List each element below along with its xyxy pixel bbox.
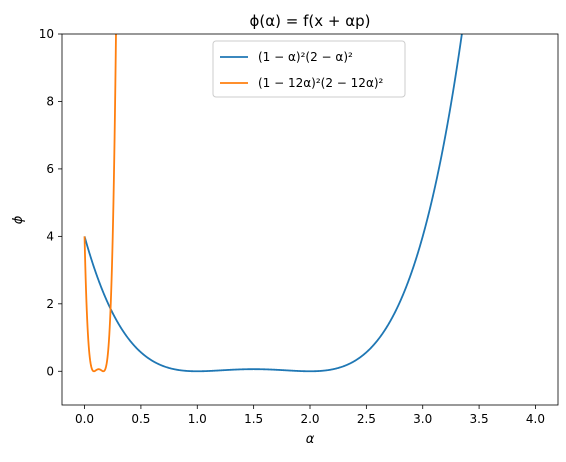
y-tick-label: 6 [46,162,54,176]
x-axis-label: α [306,432,315,447]
y-tick-label: 8 [46,94,54,108]
x-tick-label: 0.0 [75,412,94,426]
x-axis-ticks: 0.0 0.5 1.0 1.5 2.0 2.5 3.0 3.5 4.0 [75,405,545,426]
x-tick-label: 0.5 [131,412,150,426]
legend-box [212,40,406,98]
y-axis-ticks: 0 2 4 6 8 10 [39,27,62,378]
series-line-1 [83,34,463,373]
x-tick-label: 3.5 [470,412,489,426]
x-tick-label: 4.0 [526,412,545,426]
x-tick-label: 3.0 [413,412,432,426]
y-tick-label: 2 [46,297,54,311]
y-axis-label: ϕ [11,215,26,224]
legend: (1 − α)²(2 − α)² (1 − 12α)²(2 − 12α)² [212,40,406,98]
x-tick-label: 1.0 [188,412,207,426]
x-tick-label: 2.5 [357,412,376,426]
x-tick-label: 2.0 [300,412,319,426]
x-tick-label: 1.5 [244,412,263,426]
chart-title: ϕ(α) = f(x + αp) [250,12,371,30]
y-tick-label: 0 [46,364,54,378]
legend-label-series-2: (1 − 12α)²(2 − 12α)² [258,76,384,90]
y-tick-label: 4 [46,229,54,243]
legend-label-series-1: (1 − α)²(2 − α)² [258,50,353,64]
series-layer [83,34,463,373]
y-tick-label: 10 [39,27,54,41]
